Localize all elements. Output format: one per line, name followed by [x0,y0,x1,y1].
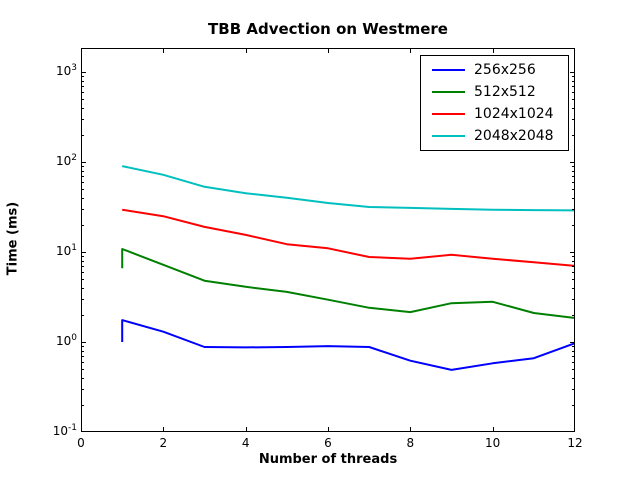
x-tick-label-12: 12 [567,436,583,450]
x-axis-label: Number of threads [258,452,398,467]
legend-entry-2048x2048: 2048x2048 [421,126,568,146]
y-tick-label-1e0: 100 [55,333,77,349]
legend-label: 2048x2048 [474,128,554,144]
legend-entry-1024x1024: 1024x1024 [421,104,568,124]
legend-line-sample [432,135,465,137]
legend-label: 256x256 [474,62,536,78]
series-line-256x256 [121,319,575,371]
legend-line-sample [432,113,465,115]
x-tick-label-6: 6 [324,436,332,450]
y-tick-label-1e3: 103 [55,63,77,79]
x-tick-label-10: 10 [485,436,501,450]
data-series-lines [121,165,575,371]
axes-frame [81,48,575,432]
y-tick-label-1e-1: 10-1 [52,423,77,439]
y-tick-label-1e1: 101 [55,243,77,259]
plot-area [81,48,575,432]
legend-line-sample [432,69,465,71]
legend-entry-256x256: 256x256 [421,60,568,80]
legend-entry-512x512: 512x512 [421,82,568,102]
legend-line-sample [432,91,465,93]
y-axis-label: Time (ms) [5,201,21,276]
y-tick-label-1e2: 102 [55,153,77,169]
x-tick-label-4: 4 [241,436,250,450]
x-tick-label-2: 2 [159,436,168,450]
x-tick-label-8: 8 [406,436,415,450]
series-line-2048x2048 [121,165,575,212]
series-line-1024x1024 [122,208,575,267]
legend-box: 256x256 512x512 1024x1024 2048x2048 [420,55,569,151]
legend-label: 1024x1024 [474,106,554,122]
chart-title: TBB Advection on Westmere [208,20,448,38]
legend-label: 512x512 [474,84,536,100]
series-line-512x512 [121,248,575,319]
x-tick-label-0: 0 [77,436,85,450]
